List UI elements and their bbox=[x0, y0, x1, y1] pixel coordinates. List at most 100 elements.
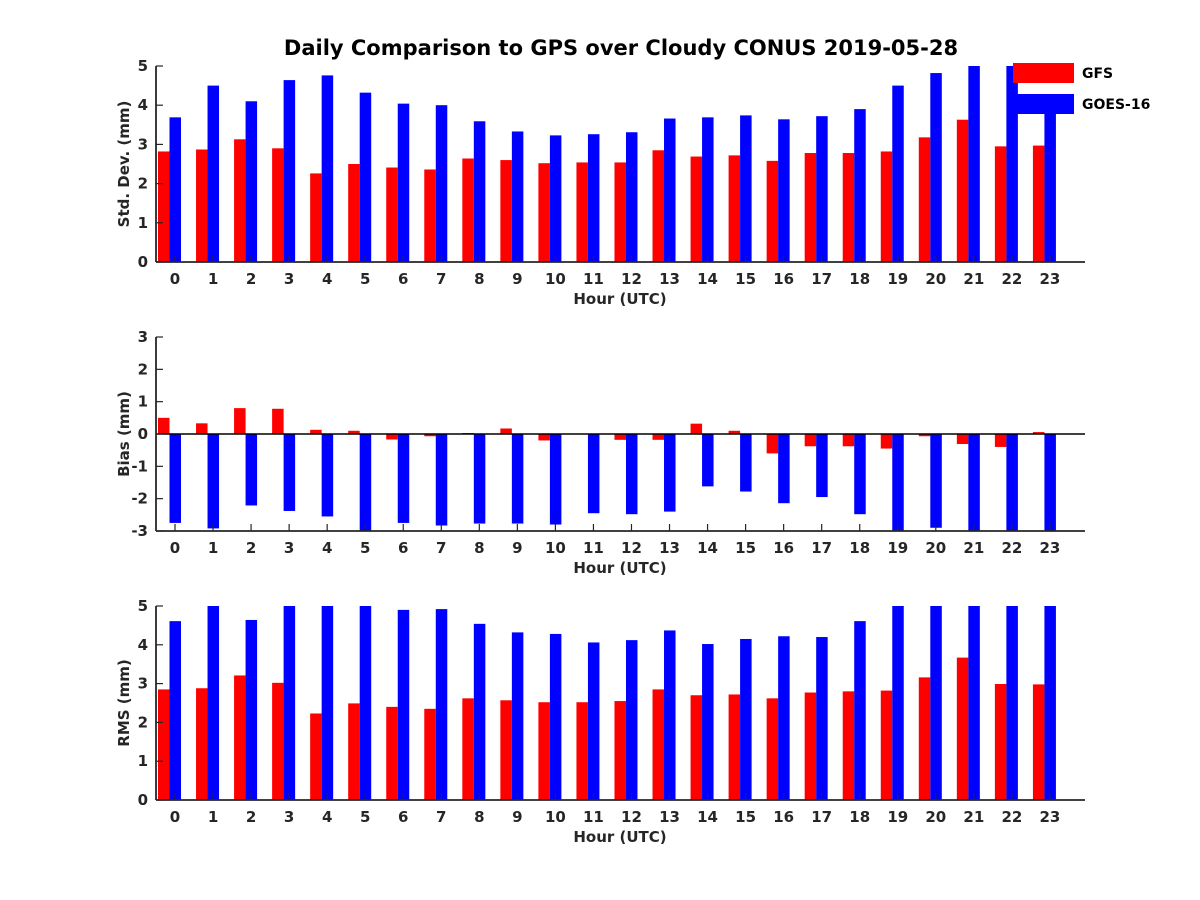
series-goes-16 bbox=[169, 434, 1056, 531]
bar-gfs-hour-3 bbox=[272, 148, 284, 262]
bar-goes-16-hour-19 bbox=[892, 85, 904, 262]
x-tick-label: 9 bbox=[512, 539, 522, 557]
bar-gfs-hour-15 bbox=[728, 155, 741, 262]
x-tick-label: 8 bbox=[474, 539, 484, 557]
x-tick-label: 22 bbox=[1001, 270, 1022, 288]
bar-gfs-hour-13 bbox=[652, 150, 665, 262]
x-tick-label: 6 bbox=[398, 270, 408, 288]
bar-gfs-hour-5 bbox=[348, 164, 360, 262]
x-tick-label: 9 bbox=[512, 808, 522, 826]
x-tick-label: 4 bbox=[322, 808, 332, 826]
y-tick-label: 0 bbox=[138, 791, 148, 809]
x-tick-label: 16 bbox=[773, 539, 794, 557]
x-tick-label: 18 bbox=[849, 539, 870, 557]
bar-goes-16-hour-23 bbox=[1044, 434, 1056, 531]
bar-gfs-hour-17 bbox=[804, 692, 817, 800]
bar-goes-16-hour-20 bbox=[930, 434, 942, 528]
x-tick-label: 6 bbox=[398, 539, 408, 557]
x-tick-label: 19 bbox=[887, 270, 908, 288]
bar-gfs-hour-6 bbox=[386, 434, 398, 440]
bar-goes-16-hour-11 bbox=[587, 134, 600, 262]
x-tick-label: 14 bbox=[697, 539, 718, 557]
bar-gfs-hour-3 bbox=[272, 408, 284, 434]
bar-goes-16-hour-15 bbox=[740, 638, 752, 800]
x-tick-label: 5 bbox=[360, 808, 370, 826]
series-gfs bbox=[158, 408, 1045, 454]
bar-gfs-hour-19 bbox=[880, 434, 893, 449]
bar-goes-16-hour-6 bbox=[397, 434, 410, 523]
bar-goes-16-hour-8 bbox=[473, 623, 486, 800]
bar-goes-16-hour-13 bbox=[664, 630, 676, 800]
bar-gfs-hour-11 bbox=[576, 162, 588, 262]
bar-goes-16-hour-10 bbox=[549, 633, 562, 800]
x-tick-label: 12 bbox=[621, 539, 642, 557]
y-tick-label: 3 bbox=[138, 328, 148, 346]
x-tick-label: 2 bbox=[246, 808, 256, 826]
y-tick-label: 2 bbox=[138, 713, 148, 731]
bar-goes-16-hour-16 bbox=[778, 636, 790, 800]
y-tick-label: -1 bbox=[131, 457, 148, 475]
bar-gfs-hour-2 bbox=[234, 139, 246, 262]
x-tick-label: 15 bbox=[735, 539, 756, 557]
x-tick-label: 12 bbox=[621, 270, 642, 288]
bar-goes-16-hour-2 bbox=[245, 434, 258, 506]
bar-goes-16-hour-0 bbox=[169, 117, 181, 263]
bar-gfs-hour-20 bbox=[918, 677, 931, 800]
bar-goes-16-hour-6 bbox=[397, 103, 410, 263]
bar-goes-16-hour-6 bbox=[397, 609, 410, 800]
y-tick-label: 1 bbox=[138, 393, 148, 411]
bar-goes-16-hour-9 bbox=[511, 131, 524, 262]
x-tick-label: 4 bbox=[322, 539, 332, 557]
bar-goes-16-hour-15 bbox=[740, 115, 752, 262]
bar-gfs-hour-21 bbox=[956, 657, 969, 800]
x-tick-label: 11 bbox=[583, 539, 604, 557]
x-tick-label: 13 bbox=[659, 539, 680, 557]
bar-gfs-hour-4 bbox=[310, 713, 322, 800]
legend-item-goes-16: GOES-16 bbox=[1013, 94, 1150, 114]
x-tick-label: 20 bbox=[925, 270, 946, 288]
bar-gfs-hour-4 bbox=[310, 173, 322, 262]
bar-gfs-hour-18 bbox=[842, 691, 855, 800]
bar-gfs-hour-10 bbox=[538, 434, 550, 441]
x-tick-label: 21 bbox=[963, 270, 984, 288]
bar-goes-16-hour-23 bbox=[1044, 113, 1056, 262]
series-goes-16 bbox=[169, 66, 1056, 263]
x-tick-label: 8 bbox=[474, 808, 484, 826]
bar-gfs-hour-8 bbox=[462, 698, 474, 800]
bar-gfs-hour-10 bbox=[538, 702, 550, 800]
bar-goes-16-hour-10 bbox=[549, 434, 562, 525]
bar-goes-16-hour-16 bbox=[778, 119, 790, 262]
series-goes-16 bbox=[169, 606, 1056, 800]
bar-goes-16-hour-11 bbox=[587, 642, 600, 800]
bar-goes-16-hour-12 bbox=[625, 640, 638, 800]
bar-goes-16-hour-9 bbox=[511, 434, 524, 524]
y-tick-label: 4 bbox=[138, 96, 148, 114]
x-tick-label: 11 bbox=[583, 808, 604, 826]
bar-goes-16-hour-7 bbox=[435, 609, 448, 800]
bar-gfs-hour-19 bbox=[880, 151, 893, 262]
x-tick-label: 23 bbox=[1039, 539, 1060, 557]
x-tick-label: 17 bbox=[811, 539, 832, 557]
bar-goes-16-hour-20 bbox=[930, 606, 942, 800]
bar-gfs-hour-14 bbox=[690, 423, 703, 434]
y-tick-label: 0 bbox=[138, 425, 148, 443]
bar-goes-16-hour-22 bbox=[1006, 606, 1018, 800]
bar-goes-16-hour-1 bbox=[207, 85, 220, 262]
bar-goes-16-hour-8 bbox=[473, 434, 486, 524]
x-tick-label: 5 bbox=[360, 539, 370, 557]
bar-gfs-hour-23 bbox=[1032, 684, 1045, 800]
x-tick-label: 0 bbox=[170, 808, 180, 826]
x-axis-label: Hour (UTC) bbox=[573, 290, 666, 308]
figure-title: Daily Comparison to GPS over Cloudy CONU… bbox=[284, 36, 958, 60]
bar-goes-16-hour-20 bbox=[930, 73, 942, 262]
bar-goes-16-hour-2 bbox=[245, 101, 258, 262]
bar-goes-16-hour-5 bbox=[359, 606, 372, 800]
bar-gfs-hour-20 bbox=[918, 137, 931, 262]
bar-gfs-hour-20 bbox=[918, 434, 931, 437]
bar-gfs-hour-21 bbox=[956, 434, 969, 445]
legend-item-gfs: GFS bbox=[1013, 63, 1113, 83]
bar-goes-16-hour-18 bbox=[854, 109, 866, 263]
bar-gfs-hour-23 bbox=[1032, 432, 1045, 434]
x-tick-label: 19 bbox=[887, 808, 908, 826]
